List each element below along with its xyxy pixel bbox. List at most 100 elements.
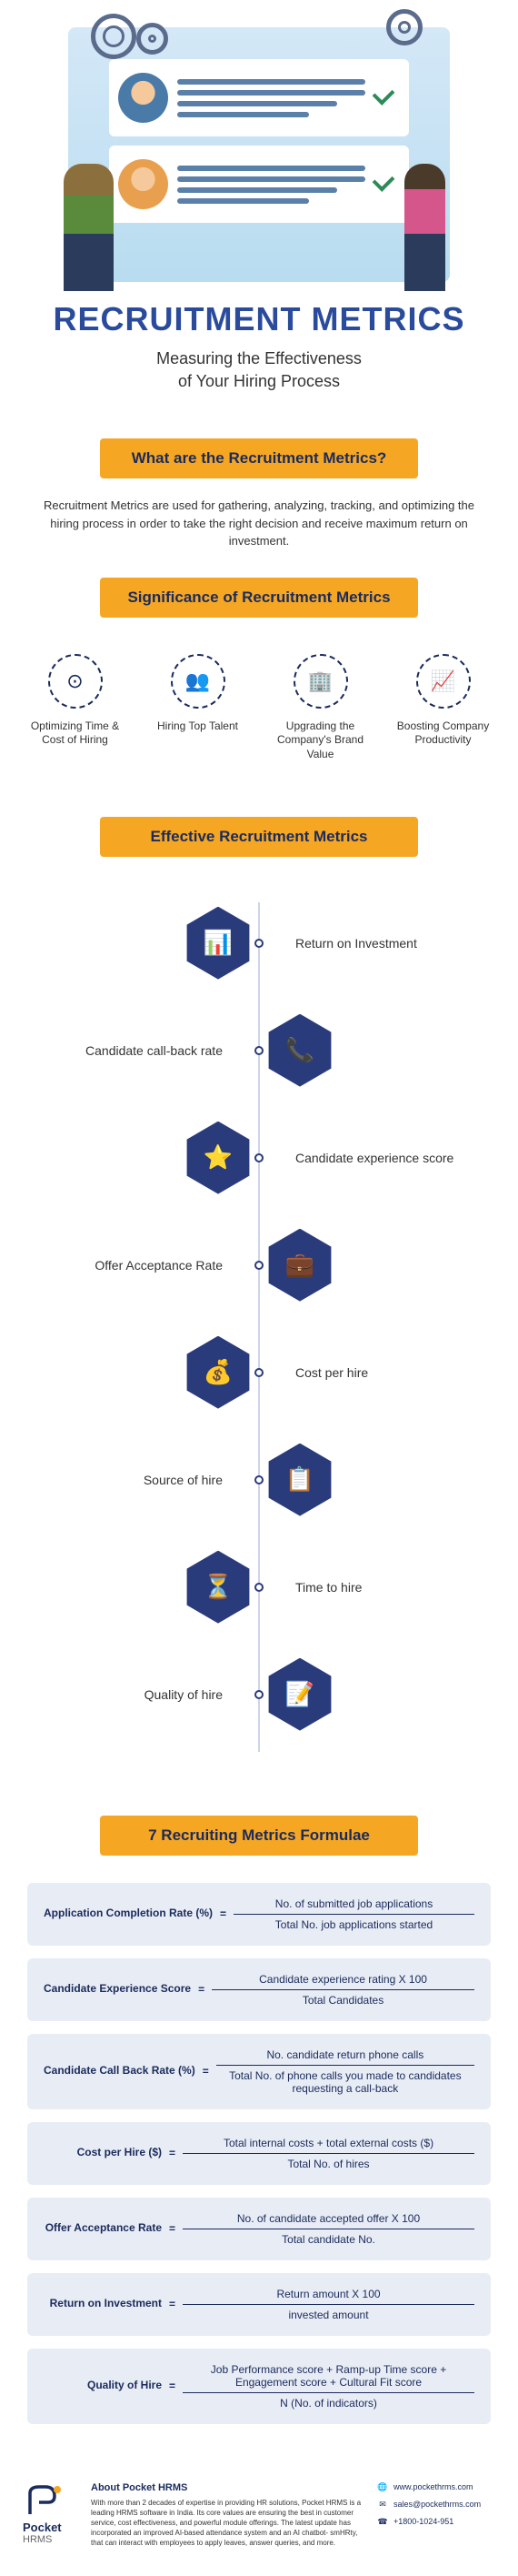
- timeline-dot: [254, 1690, 264, 1699]
- formulae-list: Application Completion Rate (%) = No. of…: [0, 1874, 518, 2464]
- formula-denominator: Total No. of phone calls you made to can…: [216, 2069, 474, 2095]
- formula-denominator: Total candidate No.: [183, 2233, 474, 2246]
- person-illustration: [64, 164, 114, 291]
- formula-name: Candidate Call Back Rate (%): [44, 2064, 195, 2078]
- hex-icon: 📞: [264, 1014, 336, 1087]
- section-significance-heading: Significance of Recruitment Metrics: [100, 578, 418, 618]
- about-section: About Pocket HRMS With more than 2 decad…: [91, 2482, 364, 2549]
- significance-item: 👥 Hiring Top Talent: [141, 654, 254, 762]
- timeline-label: Time to hire: [295, 1580, 362, 1595]
- timeline-item: 📋 Source of hire: [0, 1430, 518, 1530]
- gear-icon: [136, 23, 168, 55]
- globe-icon: 🌐: [377, 2482, 388, 2492]
- formula-fraction: Return amount X 100 invested amount: [183, 2288, 474, 2321]
- subtitle: Measuring the Effectiveness of Your Hiri…: [18, 347, 500, 393]
- formula-numerator: No. of candidate accepted offer X 100: [183, 2212, 474, 2229]
- formula-fraction: No. of candidate accepted offer X 100 To…: [183, 2212, 474, 2246]
- people-icon: 👥: [171, 654, 225, 709]
- formula-box: Return on Investment = Return amount X 1…: [27, 2273, 491, 2336]
- hero-section: RECRUITMENT METRICS Measuring the Effect…: [0, 0, 518, 411]
- hex-icon: ⭐: [182, 1122, 254, 1194]
- contact-phone: ☎ +1800-1024-951: [377, 2517, 495, 2527]
- section-formulae-heading: 7 Recruiting Metrics Formulae: [100, 1816, 418, 1856]
- hex-icon: 💰: [182, 1336, 254, 1409]
- formula-denominator: Total Candidates: [212, 1994, 474, 2007]
- timeline-dot: [254, 1475, 264, 1484]
- about-title: About Pocket HRMS: [91, 2482, 364, 2493]
- timeline-item: 📊 Return on Investment: [0, 893, 518, 993]
- timeline-dot: [254, 1583, 264, 1592]
- phone-icon: ☎: [377, 2517, 388, 2527]
- profile-card: [109, 59, 409, 136]
- avatar-icon: [118, 73, 168, 123]
- formula-name: Candidate Experience Score: [44, 1982, 191, 1997]
- formula-fraction: Total internal costs + total external co…: [183, 2137, 474, 2170]
- logo-mark: [23, 2482, 68, 2519]
- gear-icon: [386, 9, 423, 45]
- profile-card: [109, 146, 409, 223]
- formula-box: Quality of Hire = Job Performance score …: [27, 2349, 491, 2424]
- timeline-label: Candidate call-back rate: [85, 1043, 223, 1058]
- avatar-icon: [118, 159, 168, 209]
- significance-item: ⊙ Optimizing Time & Cost of Hiring: [18, 654, 132, 762]
- contact-email: ✉ sales@pockethrms.com: [377, 2500, 495, 2510]
- hero-illustration: [68, 27, 450, 282]
- hex-icon: 📋: [264, 1444, 336, 1516]
- formula-denominator: Total No. of hires: [183, 2158, 474, 2170]
- equals-sign: =: [203, 2065, 209, 2078]
- section-what-heading: What are the Recruitment Metrics?: [100, 438, 418, 478]
- formula-fraction: No. of submitted job applications Total …: [234, 1897, 474, 1931]
- optimize-icon: ⊙: [48, 654, 103, 709]
- hex-icon: 📝: [264, 1658, 336, 1731]
- significance-item: 📈 Boosting Company Productivity: [386, 654, 500, 762]
- formula-numerator: Candidate experience rating X 100: [212, 1973, 474, 1990]
- hex-icon: 📊: [182, 907, 254, 980]
- timeline-label: Quality of hire: [144, 1687, 223, 1702]
- formula-fraction: No. candidate return phone calls Total N…: [216, 2048, 474, 2095]
- contact-list: 🌐 www.pockethrms.com ✉ sales@pockethrms.…: [377, 2482, 495, 2527]
- equals-sign: =: [169, 2147, 175, 2159]
- equals-sign: =: [198, 1983, 204, 1996]
- formula-numerator: Job Performance score + Ramp-up Time sco…: [183, 2363, 474, 2393]
- logo: Pocket HRMS: [23, 2482, 77, 2545]
- equals-sign: =: [169, 2380, 175, 2392]
- formula-numerator: Total internal costs + total external co…: [183, 2137, 474, 2154]
- significance-row: ⊙ Optimizing Time & Cost of Hiring 👥 Hir…: [0, 636, 518, 790]
- equals-sign: =: [169, 2298, 175, 2310]
- formula-box: Candidate Experience Score = Candidate e…: [27, 1958, 491, 2021]
- formula-denominator: Total No. job applications started: [234, 1918, 474, 1931]
- contact-website: 🌐 www.pockethrms.com: [377, 2482, 495, 2492]
- formula-numerator: No. candidate return phone calls: [216, 2048, 474, 2066]
- significance-item: 🏢 Upgrading the Company's Brand Value: [264, 654, 377, 762]
- main-title: RECRUITMENT METRICS: [18, 300, 500, 338]
- timeline-dot: [254, 1046, 264, 1055]
- formula-fraction: Job Performance score + Ramp-up Time sco…: [183, 2363, 474, 2410]
- timeline-dot: [254, 1153, 264, 1162]
- timeline-dot: [254, 939, 264, 948]
- section-effective-heading: Effective Recruitment Metrics: [100, 817, 418, 857]
- formula-box: Candidate Call Back Rate (%) = No. candi…: [27, 2034, 491, 2109]
- building-icon: 🏢: [294, 654, 348, 709]
- formula-box: Cost per Hire ($) = Total internal costs…: [27, 2122, 491, 2185]
- about-text: With more than 2 decades of expertise in…: [91, 2498, 364, 2549]
- formula-numerator: Return amount X 100: [183, 2288, 474, 2305]
- person-illustration: [404, 164, 445, 291]
- gear-icon: [91, 14, 136, 59]
- intro-text: Recruitment Metrics are used for gatheri…: [0, 497, 518, 550]
- timeline: 📊 Return on Investment 📞 Candidate call-…: [0, 875, 518, 1788]
- timeline-label: Offer Acceptance Rate: [95, 1258, 223, 1273]
- check-icon: [373, 169, 395, 192]
- timeline-label: Candidate experience score: [295, 1151, 453, 1165]
- timeline-item: 💰 Cost per hire: [0, 1323, 518, 1423]
- timeline-item: ⏳ Time to hire: [0, 1537, 518, 1637]
- formula-box: Application Completion Rate (%) = No. of…: [27, 1883, 491, 1946]
- timeline-dot: [254, 1261, 264, 1270]
- mail-icon: ✉: [377, 2500, 388, 2510]
- formula-name: Application Completion Rate (%): [44, 1907, 213, 1921]
- timeline-label: Return on Investment: [295, 936, 417, 951]
- timeline-item: 📝 Quality of hire: [0, 1645, 518, 1745]
- formula-numerator: No. of submitted job applications: [234, 1897, 474, 1915]
- formula-name: Cost per Hire ($): [44, 2146, 162, 2160]
- formula-denominator: invested amount: [183, 2309, 474, 2321]
- equals-sign: =: [220, 1907, 226, 1920]
